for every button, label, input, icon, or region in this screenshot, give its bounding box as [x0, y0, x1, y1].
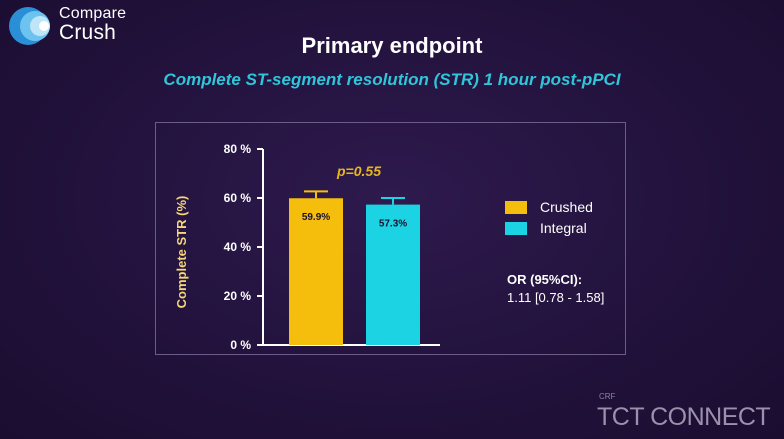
y-axis-title: Complete STR (%) — [174, 196, 189, 309]
legend-swatch-crushed — [505, 201, 527, 214]
slide-subtitle: Complete ST-segment resolution (STR) 1 h… — [163, 70, 621, 89]
slide-title: Primary endpoint — [301, 33, 483, 58]
logo-line-1: Compare — [59, 5, 127, 22]
data-label-integral: 57.3% — [379, 219, 407, 230]
y-tick-label: 20 % — [224, 289, 252, 303]
legend-label-crushed: Crushed — [540, 199, 593, 215]
y-tick-label: 0 % — [230, 338, 251, 352]
legend-label-integral: Integral — [540, 220, 587, 236]
chart-frame — [155, 122, 626, 355]
logo-line-2: Crush — [59, 21, 117, 44]
crf-logo: CRF — [599, 392, 616, 401]
y-tick-label: 80 % — [224, 142, 252, 156]
y-tick-label: 40 % — [224, 240, 252, 254]
bar-integral — [366, 204, 420, 345]
p-value-annotation: p=0.55 — [336, 163, 381, 179]
logo-wordmark: Compare Crush — [59, 5, 127, 44]
data-label-crushed: 59.9% — [302, 212, 330, 223]
odds-ratio-label: OR (95%CI): — [507, 272, 583, 287]
compare-crush-logo — [9, 7, 50, 45]
legend-item-integral: Integral — [505, 219, 645, 239]
legend-item-crushed: Crushed — [505, 198, 645, 218]
legend-swatch-integral — [505, 222, 527, 235]
odds-ratio-value: 1.11 [0.78 - 1.58] — [507, 290, 605, 305]
bar-crushed — [289, 198, 343, 345]
tct-connect-brand: TCT CONNECT — [597, 403, 771, 431]
y-tick-label: 60 % — [224, 191, 252, 205]
